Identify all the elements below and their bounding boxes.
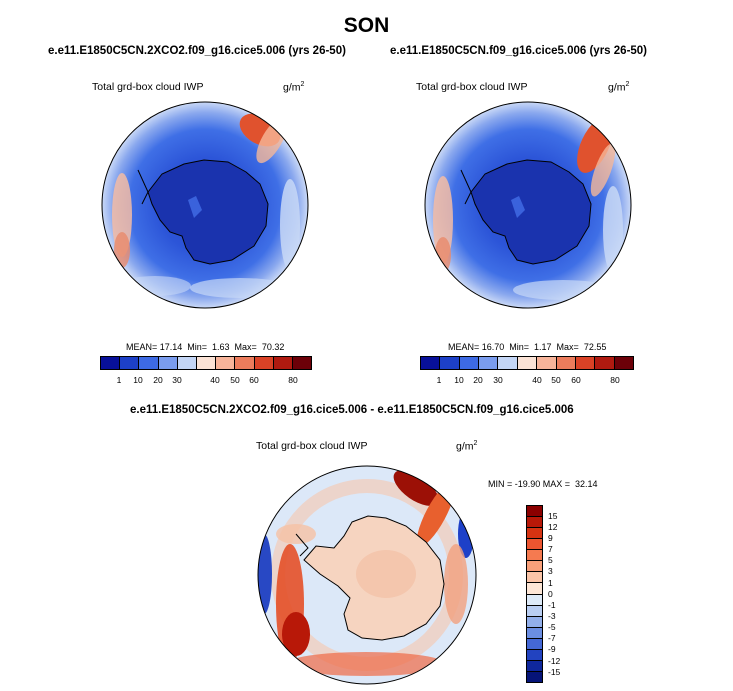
panel1-colorbar-swatch <box>101 357 121 369</box>
panel1-tick-label: 20 <box>153 375 163 385</box>
panel1-colorbar-swatch <box>273 357 293 369</box>
diff-tick-label: 0 <box>548 589 553 599</box>
panel1-map <box>101 101 309 309</box>
diff-tick-label: -1 <box>548 600 556 610</box>
panel1-tick-label: 80 <box>288 375 298 385</box>
panel1-case-title: e.e11.E1850C5CN.2XCO2.f09_g16.cice5.006 … <box>48 45 346 57</box>
panel2-colorbar-swatch <box>556 357 576 369</box>
diff-tick-label: -12 <box>548 656 561 666</box>
diff-tick-label: 7 <box>548 544 553 554</box>
diff-variable-label: Total grd-box cloud IWP <box>256 440 368 452</box>
diff-colorbar-swatch <box>527 616 542 628</box>
season-title: SON <box>343 14 390 37</box>
panel1-colorbar-swatch <box>158 357 178 369</box>
diff-stats: MIN = -19.90 MAX = 32.14 <box>488 479 598 489</box>
panel2-tick-label: 30 <box>493 375 503 385</box>
diff-tick-label: 3 <box>548 566 553 576</box>
diff-colorbar-swatch <box>527 627 542 639</box>
panel2-variable-label: Total grd-box cloud IWP <box>416 81 528 93</box>
panel1-colorbar-swatch <box>120 357 140 369</box>
panel1-colorbar-swatch <box>139 357 159 369</box>
panel1-colorbar-swatch <box>216 357 236 369</box>
diff-colorbar-swatch <box>527 572 542 584</box>
diff-tick-label: -15 <box>548 667 561 677</box>
panel2-case-title: e.e11.E1850C5CN.f09_g16.cice5.006 (yrs 2… <box>390 45 648 57</box>
diff-tick-label: -7 <box>548 633 556 643</box>
diff-colorbar-swatch <box>527 539 542 551</box>
panel2-tick-label: 10 <box>454 375 464 385</box>
diff-colorbar-swatch <box>527 517 542 529</box>
diff-tick-label: -5 <box>548 622 556 632</box>
panel1-units: g/m2 <box>283 81 305 94</box>
diff-map <box>257 465 477 685</box>
panel1-colorbar-swatch <box>177 357 197 369</box>
diff-case-title: e.e11.E1850C5CN.2XCO2.f09_g16.cice5.006 … <box>130 404 574 416</box>
panel2-colorbar-swatch <box>440 357 460 369</box>
panel1-stats: MEAN= 17.14 Min= 1.63 Max= 70.32 <box>126 342 285 352</box>
panel2-colorbar-swatch <box>575 357 596 369</box>
panel1-colorbar <box>100 356 312 370</box>
panel2-stats: MEAN= 16.70 Min= 1.17 Max= 72.55 <box>448 342 607 352</box>
panel1-colorbar-swatch <box>235 357 255 369</box>
panel1-variable-label: Total grd-box cloud IWP <box>92 81 204 93</box>
diff-colorbar-swatch <box>527 506 542 518</box>
diff-tick-label: 15 <box>548 511 558 521</box>
diff-tick-label: -3 <box>548 611 556 621</box>
diff-colorbar-swatch <box>527 550 542 562</box>
panel2-colorbar <box>420 356 634 370</box>
diff-colorbar-swatch <box>527 605 542 617</box>
diff-tick-label: -9 <box>548 644 556 654</box>
panel1-colorbar-swatch <box>292 357 312 369</box>
panel1-tick-label: 1 <box>116 375 122 385</box>
panel2-colorbar-swatch <box>537 357 557 369</box>
panel2-tick-label: 20 <box>473 375 483 385</box>
panel2-tick-label: 50 <box>551 375 561 385</box>
panel2-colorbar-swatch <box>498 357 518 369</box>
diff-colorbar-swatch <box>527 649 542 661</box>
panel1-colorbar-swatch <box>196 357 217 369</box>
panel1-tick-label: 60 <box>249 375 259 385</box>
panel2-tick-label: 60 <box>571 375 581 385</box>
panel1-colorbar-swatch <box>254 357 274 369</box>
panel2-colorbar-swatch <box>517 357 538 369</box>
diff-colorbar-swatch <box>527 561 542 573</box>
panel2-antarctica <box>470 159 592 265</box>
diff-units: g/m2 <box>456 440 478 453</box>
panel1-antarctica <box>147 159 269 265</box>
diff-tick-label: 12 <box>548 522 558 532</box>
panel1-tick-label: 40 <box>210 375 220 385</box>
diff-tick-label: 9 <box>548 533 553 543</box>
diff-colorbar-swatch <box>527 660 542 672</box>
diff-colorbar-swatch <box>527 671 542 682</box>
panel2-colorbar-swatch <box>459 357 480 369</box>
panel1-tick-label: 50 <box>230 375 240 385</box>
panel2-units: g/m2 <box>608 81 630 94</box>
diff-colorbar-swatch <box>527 594 542 606</box>
panel2-colorbar-swatch <box>614 357 633 369</box>
panel2-colorbar-swatch <box>479 357 499 369</box>
panel2-tick-label: 1 <box>436 375 442 385</box>
diff-colorbar-swatch <box>527 583 542 595</box>
panel2-colorbar-swatch <box>421 357 441 369</box>
diff-tick-label: 5 <box>548 555 553 565</box>
diff-tick-label: 1 <box>548 578 553 588</box>
diff-colorbar-swatch <box>527 528 542 540</box>
diff-east-red-patch <box>393 470 439 506</box>
diff-colorbar-swatch <box>527 638 542 650</box>
panel2-tick-label: 40 <box>532 375 542 385</box>
panel1-tick-label: 10 <box>133 375 143 385</box>
panel1-tick-label: 30 <box>172 375 182 385</box>
panel2-colorbar-swatch <box>595 357 615 369</box>
panel2-tick-label: 80 <box>610 375 620 385</box>
diff-colorbar <box>526 505 543 683</box>
panel2-map <box>424 101 632 309</box>
